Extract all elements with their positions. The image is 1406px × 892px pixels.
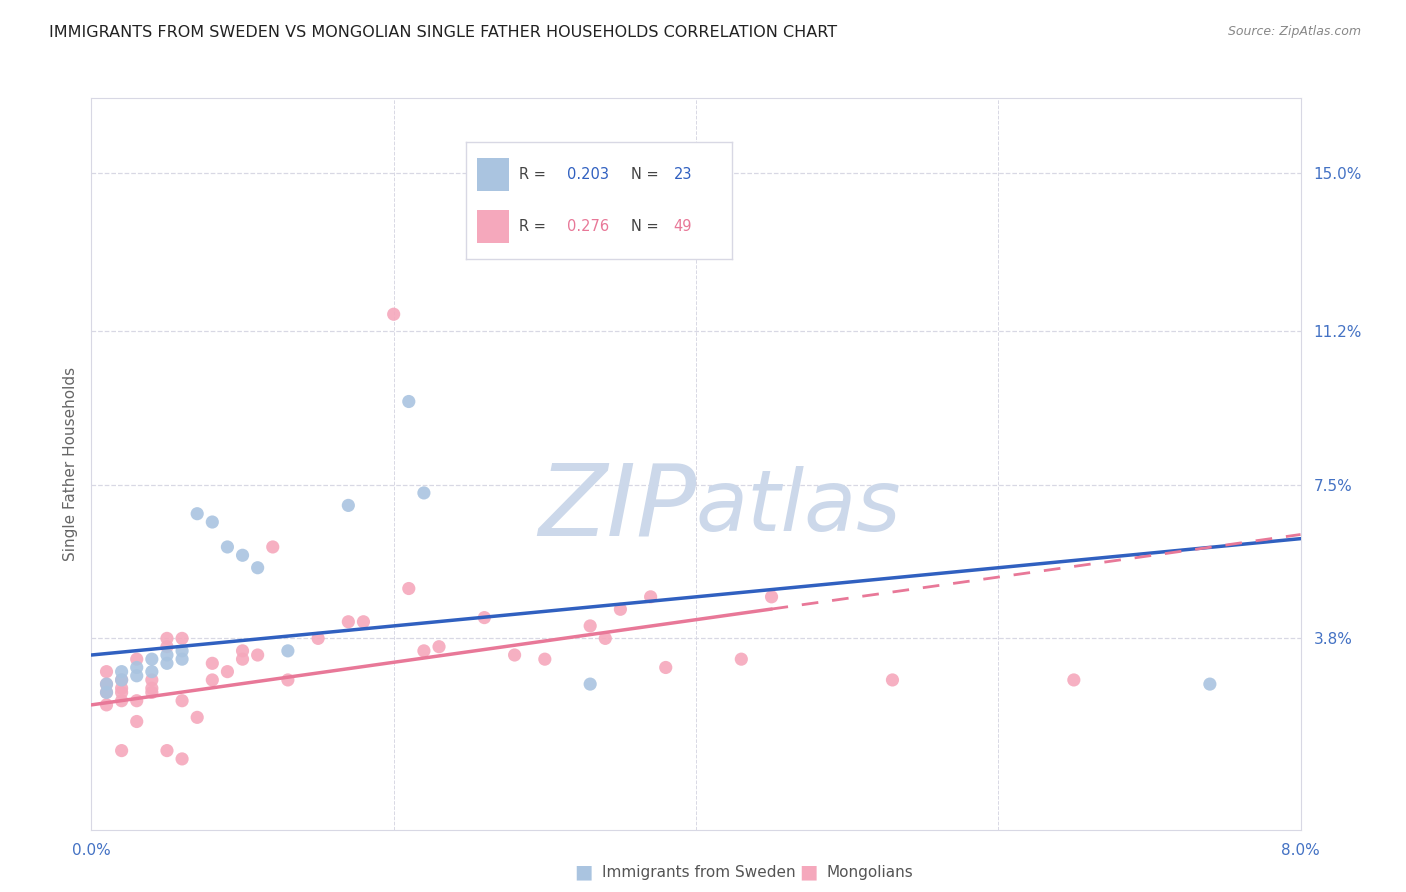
Text: ZIP: ZIP (537, 459, 696, 557)
Point (172, 644, 194, 658)
Point (156, 743, 179, 757)
Text: Immigrants from Sweden: Immigrants from Sweden (602, 865, 796, 880)
Point (111, 681, 132, 696)
Point (337, 499, 360, 513)
Text: ■: ■ (574, 863, 593, 882)
Point (761, 590, 783, 604)
Y-axis label: Single Father Households: Single Father Households (62, 367, 77, 561)
Point (172, 652, 194, 666)
Point (111, 673, 132, 687)
Point (172, 632, 194, 646)
Text: atlas: atlas (696, 467, 901, 549)
Point (231, 548, 253, 563)
Point (262, 540, 284, 554)
Point (307, 632, 329, 646)
Point (382, 307, 405, 321)
Point (96, 698, 118, 712)
Point (413, 486, 436, 500)
Point (156, 640, 179, 654)
Point (503, 648, 526, 662)
Point (96, 685, 118, 699)
Point (277, 644, 299, 658)
Point (186, 710, 208, 724)
Point (730, 652, 752, 666)
Point (472, 610, 495, 624)
Point (125, 652, 148, 666)
Point (96, 677, 118, 691)
Point (201, 657, 224, 671)
Point (595, 632, 617, 646)
Point (654, 660, 676, 674)
Point (172, 752, 194, 766)
Point (111, 673, 132, 687)
Point (111, 665, 132, 679)
Point (1198, 677, 1220, 691)
Point (277, 673, 299, 687)
Point (96, 677, 118, 691)
Point (217, 665, 239, 679)
Point (427, 640, 450, 654)
Point (609, 602, 631, 616)
Point (125, 660, 148, 674)
Point (156, 657, 179, 671)
Point (156, 632, 179, 646)
Point (640, 590, 662, 604)
Text: Source: ZipAtlas.com: Source: ZipAtlas.com (1227, 25, 1361, 38)
Point (217, 540, 239, 554)
Point (141, 665, 163, 679)
Point (156, 648, 179, 662)
Point (579, 619, 602, 633)
Point (201, 673, 224, 687)
Point (231, 644, 253, 658)
Point (413, 644, 436, 658)
Point (111, 685, 132, 699)
Point (533, 652, 555, 666)
Point (111, 743, 132, 757)
Point (141, 652, 163, 666)
Point (337, 615, 360, 629)
Text: Mongolians: Mongolians (827, 865, 914, 880)
Point (231, 652, 253, 666)
Point (141, 673, 163, 687)
Point (579, 677, 602, 691)
Point (125, 694, 148, 708)
Point (882, 673, 904, 687)
Text: IMMIGRANTS FROM SWEDEN VS MONGOLIAN SINGLE FATHER HOUSEHOLDS CORRELATION CHART: IMMIGRANTS FROM SWEDEN VS MONGOLIAN SING… (49, 25, 838, 40)
Point (246, 560, 269, 574)
Point (201, 515, 224, 529)
Point (172, 694, 194, 708)
Point (141, 681, 163, 696)
Point (246, 648, 269, 662)
Point (96, 685, 118, 699)
Point (186, 507, 208, 521)
Point (125, 714, 148, 729)
Point (1063, 673, 1085, 687)
Point (141, 685, 163, 699)
Point (352, 615, 374, 629)
Point (398, 582, 420, 596)
Point (96, 665, 118, 679)
Point (125, 669, 148, 683)
Text: ■: ■ (799, 863, 818, 882)
Point (398, 394, 420, 409)
Point (111, 694, 132, 708)
